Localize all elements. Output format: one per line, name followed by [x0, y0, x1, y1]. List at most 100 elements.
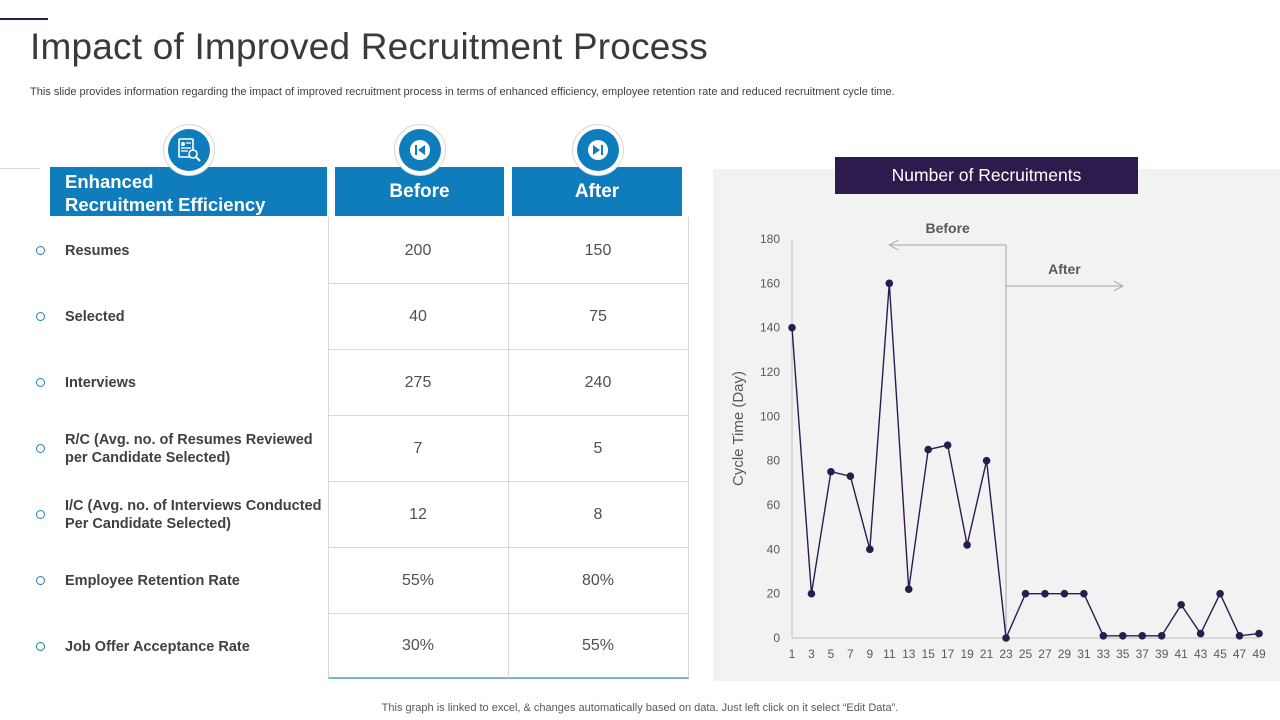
- y-tick-label: 180: [760, 232, 780, 246]
- y-tick-label: 160: [760, 276, 780, 290]
- x-tick-label: 49: [1252, 647, 1266, 661]
- x-tick-label: 43: [1194, 647, 1208, 661]
- x-tick-label: 35: [1116, 647, 1130, 661]
- x-tick-label: 9: [866, 647, 873, 661]
- y-tick-label: 80: [767, 454, 781, 468]
- resume-search-icon: [178, 138, 201, 162]
- x-tick-label: 13: [902, 647, 916, 661]
- data-point: [1255, 629, 1263, 638]
- data-point: [1041, 589, 1049, 598]
- chart-title: Number of Recruitments: [835, 157, 1138, 194]
- y-tick-label: 40: [767, 542, 781, 556]
- x-tick-label: 21: [980, 647, 994, 661]
- skip-back-icon: [410, 140, 430, 160]
- x-tick-label: 25: [1019, 647, 1033, 661]
- efficiency-header-line2: Recruitment Efficiency: [65, 194, 266, 215]
- row-divider: [328, 415, 689, 416]
- cell-ic-before: 12: [409, 506, 427, 523]
- cell-selected-after: 75: [589, 308, 607, 325]
- row-divider: [328, 481, 689, 482]
- data-point: [1002, 634, 1010, 642]
- row-label-ic: I/C (Avg. no. of Interviews Conducted Pe…: [65, 498, 322, 532]
- data-point: [846, 472, 855, 480]
- after-icon-circle: [572, 124, 624, 176]
- series-line: [791, 283, 1260, 641]
- row-bullet: [36, 246, 45, 255]
- row-bullet: [36, 444, 45, 453]
- row-bullet: [36, 312, 45, 321]
- before-annotation: Before: [925, 220, 970, 236]
- data-point: [807, 589, 816, 598]
- x-tick-label: 31: [1077, 647, 1091, 661]
- row-bullet: [36, 510, 45, 519]
- x-tick-label: 47: [1233, 647, 1247, 661]
- row-bullet: [36, 576, 45, 585]
- cell-rc-after: 5: [593, 440, 603, 457]
- page-title: Impact of Improved Recruitment Process: [30, 26, 708, 67]
- x-tick-label: 29: [1058, 647, 1072, 661]
- data-point: [904, 585, 913, 594]
- data-point: [1060, 589, 1069, 598]
- y-tick-label: 140: [760, 321, 780, 335]
- divider: [0, 168, 40, 169]
- x-tick-label: 3: [808, 647, 815, 661]
- footer-note: This graph is linked to excel, & changes…: [381, 702, 899, 714]
- data-point: [1177, 600, 1185, 609]
- cell-interviews-after: 240: [584, 374, 612, 391]
- x-tick-label: 37: [1136, 647, 1150, 661]
- data-point: [1021, 589, 1030, 598]
- comparison-table: [328, 217, 689, 679]
- cell-acceptance-after: 55%: [581, 637, 615, 654]
- y-tick-label: 120: [760, 365, 780, 379]
- x-tick-label: 5: [828, 647, 835, 661]
- cell-resumes-before: 200: [404, 242, 432, 259]
- row-bullet: [36, 378, 45, 387]
- x-tick-label: 7: [847, 647, 854, 661]
- cell-retention-after: 80%: [581, 572, 615, 589]
- data-point: [1138, 631, 1147, 640]
- data-point: [943, 441, 952, 449]
- row-label-selected: Selected: [65, 309, 125, 325]
- x-tick-label: 23: [999, 647, 1013, 661]
- row-label-retention: Employee Retention Rate: [65, 573, 240, 589]
- x-tick-label: 39: [1155, 647, 1169, 661]
- row-divider: [328, 283, 689, 284]
- row-bullet: [36, 642, 45, 651]
- data-point: [788, 323, 796, 332]
- column-divider: [508, 217, 509, 678]
- cell-retention-before: 55%: [401, 572, 435, 589]
- after-arrowhead: [1113, 280, 1124, 292]
- x-tick-label: 19: [960, 647, 974, 661]
- efficiency-icon-circle: [163, 124, 215, 176]
- y-tick-label: 60: [767, 498, 781, 512]
- y-tick-label: 0: [773, 631, 780, 645]
- cell-rc-before: 7: [413, 440, 423, 457]
- data-point: [1099, 631, 1108, 640]
- data-point: [1118, 631, 1127, 640]
- data-point: [963, 541, 971, 549]
- data-point: [982, 456, 991, 465]
- x-tick-label: 27: [1038, 647, 1052, 661]
- skip-forward-icon: [588, 140, 608, 160]
- data-point: [1235, 631, 1244, 640]
- cell-acceptance-before: 30%: [401, 637, 435, 654]
- cell-resumes-after: 150: [584, 242, 612, 259]
- row-label-interviews: Interviews: [65, 375, 136, 391]
- row-label-acceptance: Job Offer Acceptance Rate: [65, 639, 250, 655]
- x-tick-label: 45: [1213, 647, 1227, 661]
- x-tick-label: 17: [941, 647, 955, 661]
- row-label-rc: R/C (Avg. no. of Resumes Reviewed per Ca…: [65, 432, 313, 466]
- cell-interviews-before: 275: [404, 374, 432, 391]
- cell-ic-after: 8: [593, 506, 603, 523]
- after-annotation: After: [1048, 261, 1081, 277]
- x-tick-label: 1: [789, 647, 796, 661]
- data-point: [885, 279, 894, 288]
- cell-selected-before: 40: [409, 308, 427, 325]
- row-divider: [328, 547, 689, 548]
- before-icon-circle: [394, 124, 446, 176]
- data-point: [1157, 631, 1166, 640]
- x-tick-label: 11: [883, 647, 896, 661]
- row-label-resumes: Resumes: [65, 243, 130, 259]
- data-point: [924, 445, 933, 454]
